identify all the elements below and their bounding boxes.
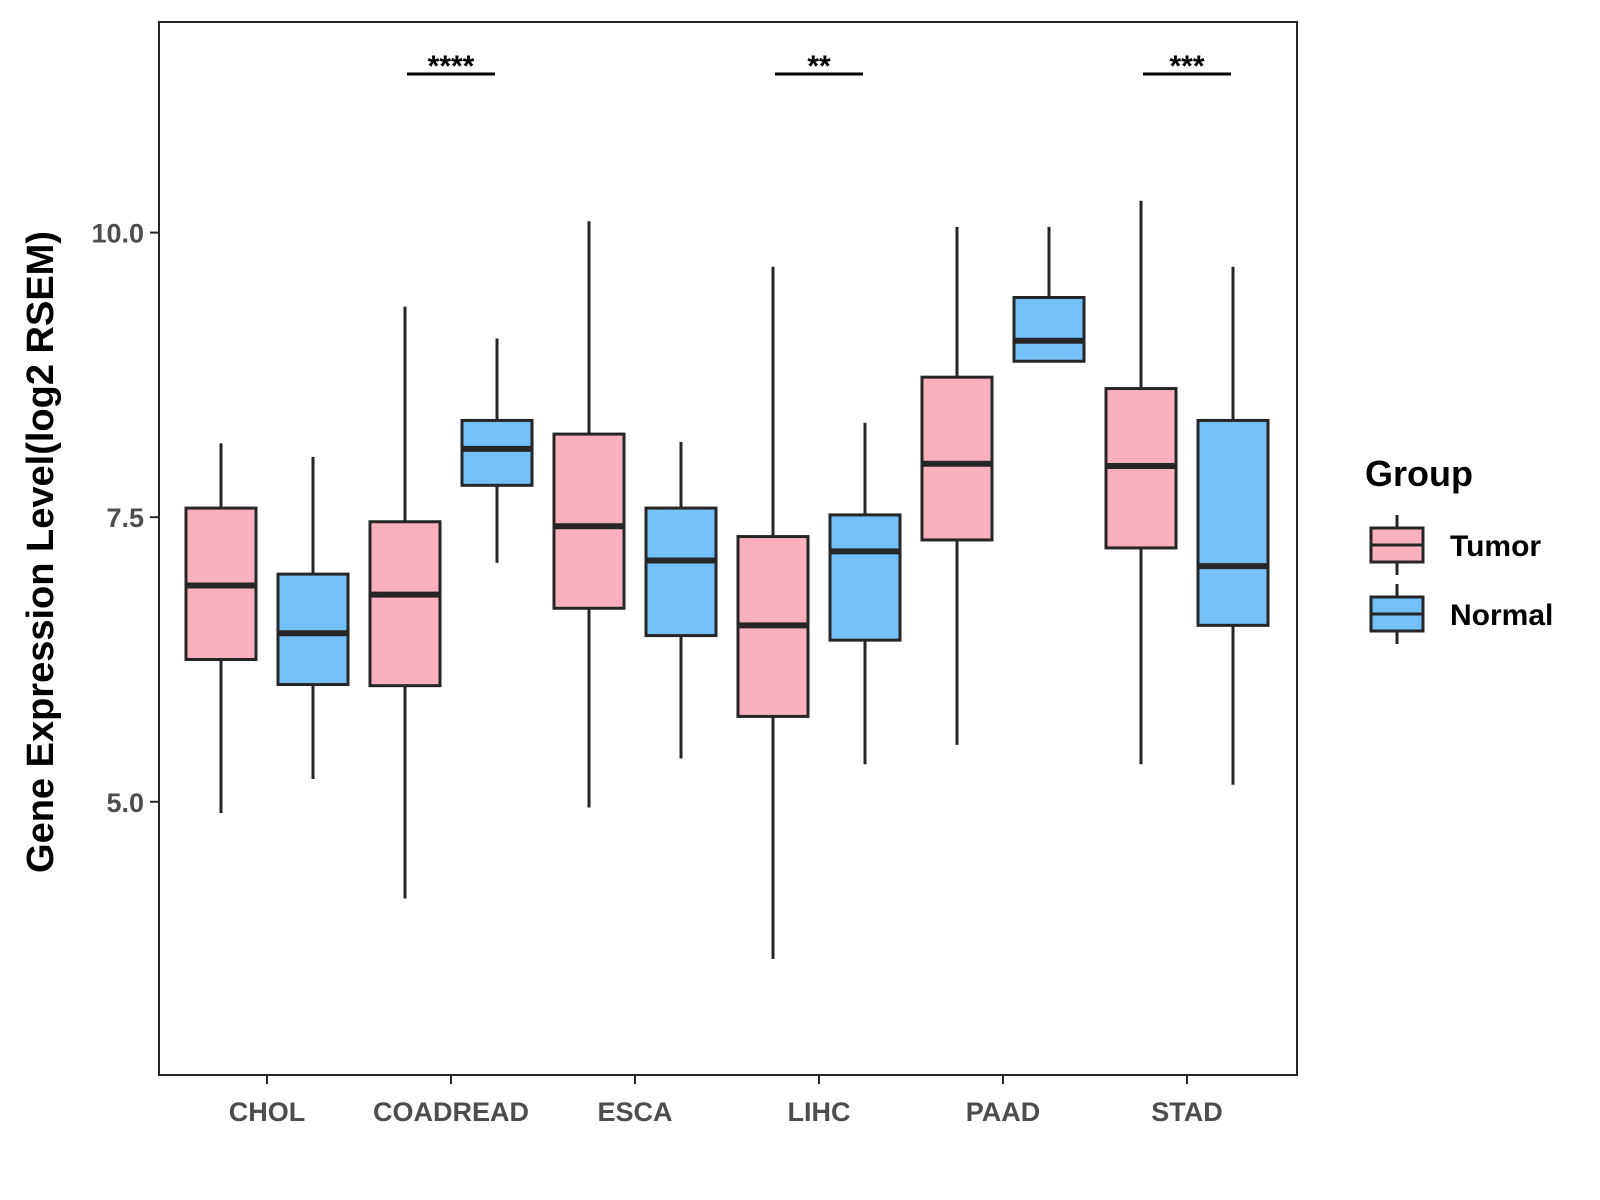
box-tumor-chol <box>184 443 258 814</box>
box-series <box>184 200 1270 959</box>
significance-label: **** <box>428 50 475 83</box>
box-tumor-lihc <box>736 266 810 959</box>
y-tick-label: 5.0 <box>106 788 144 818</box>
box-tumor-paad <box>920 226 994 745</box>
significance-label: ** <box>807 50 831 83</box>
box-normal-chol <box>276 456 350 780</box>
box-body <box>644 506 718 638</box>
box-body <box>1012 295 1086 363</box>
y-axis-title: Gene Expression Level(log2 RSEM) <box>20 231 62 873</box>
x-tick-label: ESCA <box>597 1097 672 1127</box>
x-axis: CHOL COADREAD ESCA LIHC PAAD STAD <box>229 1075 1223 1127</box>
box-normal-lihc <box>828 422 902 765</box>
significance-label: *** <box>1169 50 1204 83</box>
x-tick-label: CHOL <box>229 1097 306 1127</box>
box-body <box>920 375 994 542</box>
box-body <box>368 520 442 688</box>
box-tumor-coadread <box>368 306 442 899</box>
box-body <box>276 572 350 687</box>
x-tick-label: LIHC <box>788 1097 851 1127</box>
box-normal-coadread <box>460 338 534 563</box>
series-normal <box>276 226 1270 785</box>
box-normal-paad <box>1012 226 1086 363</box>
x-tick-label: PAAD <box>966 1097 1041 1127</box>
y-tick-label: 7.5 <box>106 503 144 533</box>
x-tick-label: COADREAD <box>373 1097 529 1127</box>
legend-label: Normal <box>1450 599 1553 632</box>
y-axis: 5.0 7.5 10.0 <box>91 219 159 818</box>
box-body <box>552 432 626 610</box>
legend-item-normal: Normal <box>1369 584 1553 644</box>
significance-coadread: **** <box>407 50 495 83</box>
box-body <box>460 418 534 487</box>
y-tick-label: 10.0 <box>91 219 144 249</box>
box-normal-stad <box>1196 266 1270 785</box>
legend: Group Tumor Normal <box>1365 453 1553 644</box>
legend-title: Group <box>1365 453 1473 494</box>
significance-lihc: ** <box>775 50 863 83</box>
axes: 5.0 7.5 10.0 CHOL COADREAD ESCA LIHC PAAD STAD <box>91 219 1222 1127</box>
legend-item-tumor: Tumor <box>1369 515 1541 575</box>
significance-stad: *** <box>1143 50 1231 83</box>
box-body <box>828 513 902 642</box>
x-tick-label: STAD <box>1151 1097 1223 1127</box>
box-normal-esca <box>644 442 718 759</box>
box-body <box>1196 418 1270 627</box>
box-tumor-esca <box>552 221 626 808</box>
series-tumor <box>184 200 1178 959</box>
significance-annotations: **** ** *** <box>407 50 1231 83</box>
box-tumor-stad <box>1104 200 1178 765</box>
legend-label: Tumor <box>1450 530 1541 563</box>
